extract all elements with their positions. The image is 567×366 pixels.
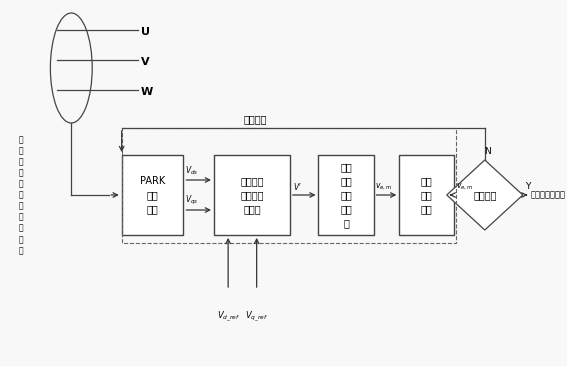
Bar — [214, 155, 290, 235]
Text: 断路器触发信号: 断路器触发信号 — [530, 190, 565, 199]
Text: PARK
变换
运算: PARK 变换 运算 — [140, 176, 165, 214]
Text: $v_{e,m}$: $v_{e,m}$ — [456, 182, 473, 192]
Text: $V_{q\_ref}$: $V_{q\_ref}$ — [245, 310, 268, 325]
Text: 一阶抗混
叠滤波差
分运算: 一阶抗混 叠滤波差 分运算 — [240, 176, 264, 214]
Text: 一阶
低通
数字
滤波
器: 一阶 低通 数字 滤波 器 — [340, 162, 352, 228]
Text: V: V — [141, 57, 149, 67]
Bar — [399, 155, 454, 235]
Bar — [319, 155, 374, 235]
Bar — [122, 155, 184, 235]
Text: $V_{qs}$: $V_{qs}$ — [185, 194, 198, 207]
Text: $V_{ds}$: $V_{ds}$ — [185, 164, 198, 177]
Text: 双磁
滞比
较器: 双磁 滞比 较器 — [421, 176, 433, 214]
Polygon shape — [447, 160, 523, 230]
Text: 逆
变
器
输
出
电
压
测
量
信
号: 逆 变 器 输 出 电 压 测 量 信 号 — [19, 135, 23, 255]
Text: 继续监测: 继续监测 — [244, 114, 267, 124]
Text: $V'$: $V'$ — [293, 181, 302, 192]
Bar — [122, 128, 456, 243]
Text: Y: Y — [524, 182, 530, 191]
Text: $V_{d\_ref}$: $V_{d\_ref}$ — [217, 310, 240, 325]
Text: U: U — [141, 27, 150, 37]
Text: $v_{e,m}$: $v_{e,m}$ — [375, 182, 393, 192]
Text: W: W — [141, 87, 153, 97]
Text: 大于阈值: 大于阈值 — [473, 190, 497, 200]
Text: N: N — [484, 147, 491, 156]
